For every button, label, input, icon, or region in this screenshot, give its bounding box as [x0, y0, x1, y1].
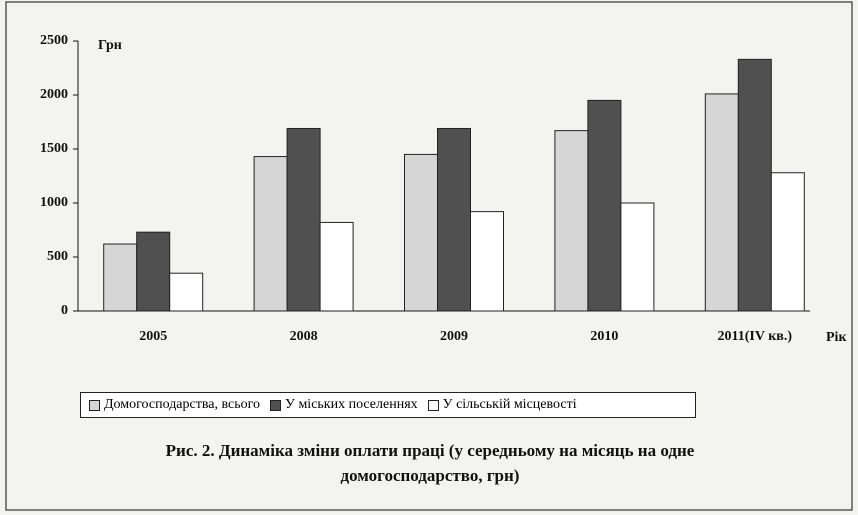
- legend-item: Домогосподарства, всього: [89, 397, 260, 413]
- x-tick-label: 2010: [590, 329, 618, 344]
- bar: [437, 127, 471, 312]
- y-tick-label: 1500: [40, 141, 68, 156]
- legend-label: У міських поселеннях: [285, 397, 418, 412]
- bar: [737, 58, 772, 312]
- bar: [620, 202, 655, 312]
- legend-label: Домогосподарства, всього: [104, 397, 261, 412]
- bar: [136, 231, 171, 312]
- bar: [404, 153, 438, 312]
- bar: [770, 172, 805, 312]
- x-tick-label: 2008: [290, 329, 318, 344]
- bar: [587, 99, 622, 312]
- bar: [554, 130, 589, 312]
- x-tick-label: 2011(IV кв.): [718, 329, 793, 344]
- y-tick-label: 0: [61, 303, 68, 318]
- legend-item: У міських поселеннях: [270, 397, 418, 413]
- legend-swatch: [427, 399, 439, 411]
- x-tick-label: 2005: [139, 329, 167, 344]
- caption: Рис. 2. Динаміка зміни оплати праці (у с…: [165, 441, 695, 485]
- legend-label: У сільській місцевості: [442, 397, 577, 412]
- bar: [253, 156, 288, 312]
- frame: [5, 1, 853, 511]
- bar: [704, 93, 739, 312]
- bar: [470, 211, 504, 312]
- y-tick-label: 1000: [40, 195, 68, 210]
- legend: Домогосподарства, всього У міських поселе…: [80, 392, 696, 418]
- legend-swatch: [89, 399, 100, 411]
- x-tick-label: 2009: [440, 329, 468, 344]
- x-axis-label: Рік: [826, 330, 847, 345]
- bar: [319, 221, 354, 312]
- bar: [169, 272, 204, 312]
- legend-item: У сільській місцевості: [427, 397, 577, 413]
- y-tick-label: 2000: [40, 87, 68, 102]
- y-tick-label: 2500: [40, 33, 68, 48]
- y-tick-label: 500: [47, 249, 68, 264]
- y-axis-label: Грн: [98, 38, 122, 53]
- bar: [103, 243, 138, 312]
- legend-swatch: [270, 399, 282, 411]
- bar: [286, 127, 321, 312]
